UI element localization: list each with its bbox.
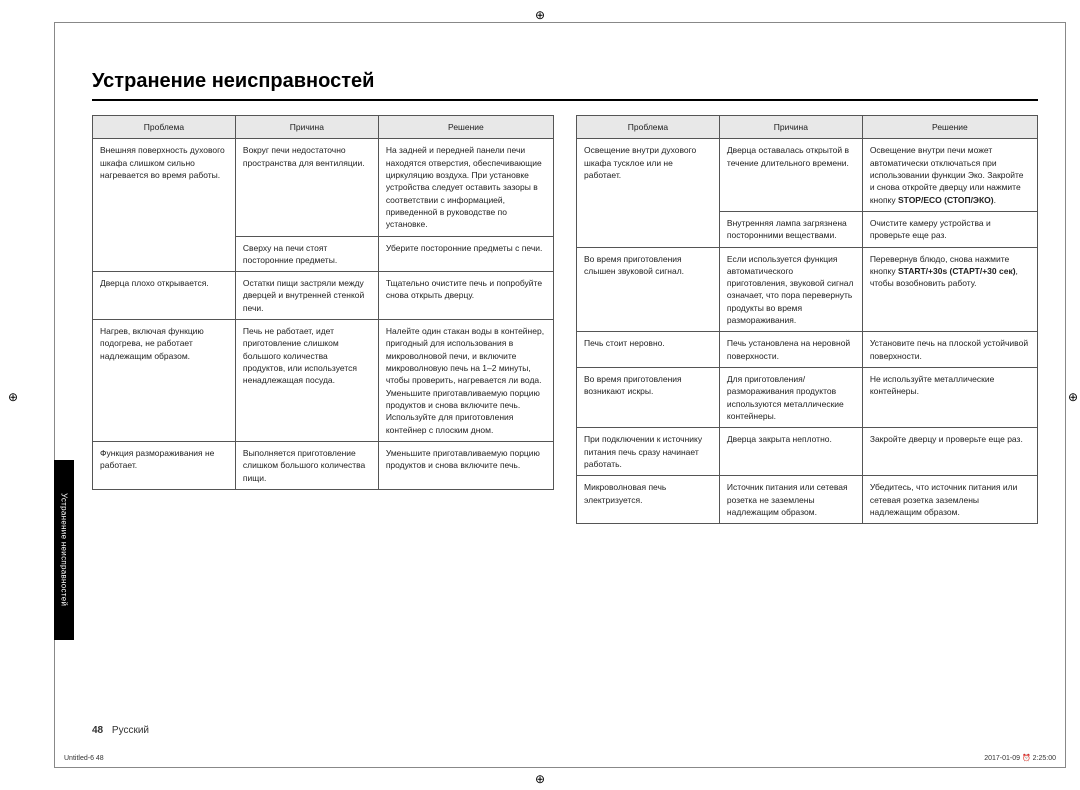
cell-solution: Не используйте металлические контейнеры. [862, 368, 1037, 428]
troubleshooting-table-left: Проблема Причина Решение Внешняя поверхн… [92, 115, 554, 490]
cell-cause: Выполняется приготовление слишком большо… [235, 441, 378, 489]
crop-mark-bottom: ⊕ [535, 772, 545, 782]
cell-problem: Функция размораживания не работает. [93, 441, 236, 489]
cell-solution: Установите печь на плоской устойчивой по… [862, 332, 1037, 368]
cell-cause: Печь не работает, идет приготовление сли… [235, 320, 378, 442]
cell-cause: Сверху на печи стоят посторонние предмет… [235, 236, 378, 272]
header-cause: Причина [235, 116, 378, 139]
header-problem: Проблема [577, 116, 720, 139]
page-content: Устранение неисправностей Проблема Причи… [92, 70, 1038, 750]
cell-solution: Очистите камеру устройства и проверьте е… [862, 211, 1037, 247]
column-left: Проблема Причина Решение Внешняя поверхн… [92, 115, 554, 524]
table-row: Внешняя поверхность духового шкафа слишк… [93, 139, 554, 236]
table-row: Микроволновая печь электризуется.Источни… [577, 476, 1038, 524]
cell-cause: Остатки пищи застряли между дверцей и вн… [235, 272, 378, 320]
table-row: Во время приготовления слышен звуковой с… [577, 247, 1038, 332]
cell-solution: Перевернув блюдо, снова нажмите кнопку S… [862, 247, 1037, 332]
cell-cause: Печь установлена на неровной поверхности… [719, 332, 862, 368]
cell-solution: Уменьшите приготавливаемую порцию продук… [378, 441, 553, 489]
cell-problem: Печь стоит неровно. [577, 332, 720, 368]
table-header-row: Проблема Причина Решение [577, 116, 1038, 139]
crop-mark-top: ⊕ [535, 8, 545, 18]
table-row: Освещение внутри духового шкафа тусклое … [577, 139, 1038, 212]
cell-cause: Если используется функция автоматическог… [719, 247, 862, 332]
cell-cause: Дверца оставалась открытой в течение дли… [719, 139, 862, 212]
crop-mark-left: ⊕ [8, 390, 18, 400]
table-row: Дверца плохо открывается.Остатки пищи за… [93, 272, 554, 320]
two-column-layout: Проблема Причина Решение Внешняя поверхн… [92, 115, 1038, 524]
crop-mark-right: ⊕ [1068, 390, 1078, 400]
column-right: Проблема Причина Решение Освещение внутр… [576, 115, 1038, 524]
cell-problem: Нагрев, включая функцию подогрева, не ра… [93, 320, 236, 442]
cell-problem: Во время приготовления возникают искры. [577, 368, 720, 428]
header-cause: Причина [719, 116, 862, 139]
page-number: 48 [92, 725, 103, 736]
table-row: Во время приготовления возникают искры.Д… [577, 368, 1038, 428]
cell-problem: Микроволновая печь электризуется. [577, 476, 720, 524]
cell-cause: Вокруг печи недостаточно пространства дл… [235, 139, 378, 236]
cell-solution: Тщательно очистите печь и попробуйте сно… [378, 272, 553, 320]
header-solution: Решение [862, 116, 1037, 139]
cell-problem: При подключении к источнику питания печь… [577, 428, 720, 476]
table-row: Функция размораживания не работает.Выпол… [93, 441, 554, 489]
table-header-row: Проблема Причина Решение [93, 116, 554, 139]
side-tab: Устранение неисправностей [54, 460, 74, 640]
cell-solution: Освещение внутри печи может автоматическ… [862, 139, 1037, 212]
table-row: Нагрев, включая функцию подогрева, не ра… [93, 320, 554, 442]
table-row: Печь стоит неровно.Печь установлена на н… [577, 332, 1038, 368]
cell-solution: Закройте дверцу и проверьте еще раз. [862, 428, 1037, 476]
table-row: При подключении к источнику питания печь… [577, 428, 1038, 476]
cell-cause: Внутренняя лампа загрязнена посторонними… [719, 211, 862, 247]
cell-problem: Дверца плохо открывается. [93, 272, 236, 320]
page-title: Устранение неисправностей [92, 70, 1038, 93]
cell-problem: Во время приготовления слышен звуковой с… [577, 247, 720, 332]
cell-solution: На задней и передней панели печи находят… [378, 139, 553, 236]
cell-problem: Внешняя поверхность духового шкафа слишк… [93, 139, 236, 272]
cell-cause: Для приготовления/ размораживания продук… [719, 368, 862, 428]
cell-cause: Источник питания или сетевая розетка не … [719, 476, 862, 524]
cell-solution: Налейте один стакан воды в контейнер, пр… [378, 320, 553, 442]
troubleshooting-table-right: Проблема Причина Решение Освещение внутр… [576, 115, 1038, 524]
print-meta-left: Untitled-6 48 [64, 755, 104, 762]
cell-solution: Убедитесь, что источник питания или сете… [862, 476, 1037, 524]
header-solution: Решение [378, 116, 553, 139]
print-meta-right: 2017-01-09 ⏰ 2:25:00 [984, 754, 1056, 762]
cell-cause: Дверца закрыта неплотно. [719, 428, 862, 476]
header-problem: Проблема [93, 116, 236, 139]
page-footer: 48 Русский [92, 725, 149, 736]
cell-solution: Уберите посторонние предметы с печи. [378, 236, 553, 272]
title-rule [92, 99, 1038, 101]
cell-problem: Освещение внутри духового шкафа тусклое … [577, 139, 720, 247]
language-label: Русский [112, 725, 149, 736]
